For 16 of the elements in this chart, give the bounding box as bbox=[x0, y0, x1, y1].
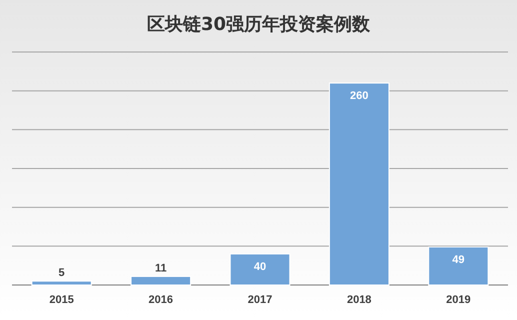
data-label: 260 bbox=[350, 90, 368, 102]
x-tick-label: 2016 bbox=[148, 294, 174, 306]
data-label: 11 bbox=[154, 262, 167, 274]
bar bbox=[130, 276, 192, 286]
bar bbox=[230, 253, 290, 286]
x-tick-label: 2015 bbox=[49, 294, 74, 306]
x-tick-label: 2019 bbox=[446, 294, 471, 306]
x-tick-label: 2017 bbox=[248, 294, 272, 306]
bar bbox=[31, 280, 92, 286]
data-label: 49 bbox=[452, 254, 465, 266]
bar bbox=[328, 82, 390, 286]
x-tick-label: 2018 bbox=[346, 294, 372, 306]
bar bbox=[428, 246, 489, 286]
data-label: 5 bbox=[58, 267, 65, 280]
chart-title: 区块链30强历年投资案例数 bbox=[146, 14, 372, 35]
data-label: 40 bbox=[254, 260, 266, 273]
